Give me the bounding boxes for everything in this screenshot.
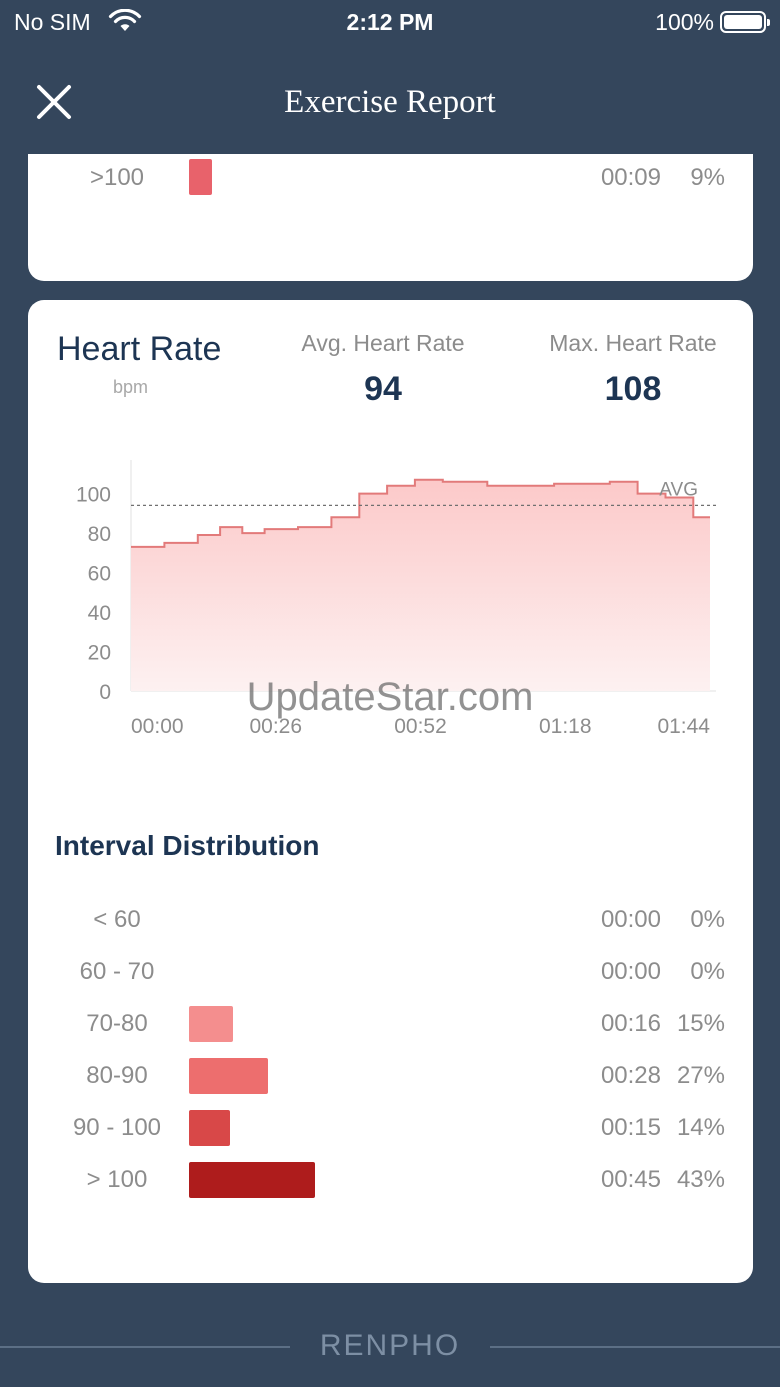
interval-percent: 0% bbox=[690, 906, 725, 933]
avg-label: AVG bbox=[659, 479, 698, 500]
avg-heart-rate-value: 94 bbox=[364, 370, 402, 408]
page-title: Exercise Report bbox=[284, 84, 496, 120]
interval-distribution-title: Interval Distribution bbox=[55, 830, 320, 861]
y-tick-label: 0 bbox=[99, 681, 111, 704]
interval-label: 80-90 bbox=[86, 1062, 148, 1089]
avg-heart-rate-label: Avg. Heart Rate bbox=[301, 330, 465, 356]
y-tick-label: 80 bbox=[88, 523, 111, 546]
heart-rate-line bbox=[131, 478, 710, 548]
nav-bar: Exercise Report bbox=[0, 60, 780, 150]
heart-rate-card: Heart Rate bpm Avg. Heart Rate 94 Max. H… bbox=[28, 300, 753, 1283]
interval-label: 70-80 bbox=[86, 1010, 148, 1037]
y-tick-label: 20 bbox=[88, 642, 111, 665]
interval-time: 00:45 bbox=[600, 1166, 661, 1193]
interval-percent: 43% bbox=[676, 1166, 725, 1193]
watermark: UpdateStar.com bbox=[246, 675, 534, 719]
heart-rate-area bbox=[131, 479, 710, 691]
battery-percent: 100% bbox=[655, 9, 714, 35]
x-tick-label: 00:00 bbox=[131, 715, 184, 738]
wifi-icon bbox=[108, 9, 142, 31]
interval-percent: 14% bbox=[676, 1114, 725, 1141]
carrier-label: No SIM bbox=[14, 9, 91, 35]
interval-label: < 60 bbox=[93, 906, 141, 933]
interval-time: 00:16 bbox=[600, 1010, 661, 1037]
previous-card: >100 00:09 9% bbox=[28, 154, 753, 281]
x-tick-label: 01:18 bbox=[539, 715, 592, 738]
interval-bar bbox=[189, 1006, 233, 1042]
y-tick-label: 60 bbox=[88, 563, 111, 586]
interval-label: 90 - 100 bbox=[72, 1114, 162, 1141]
heart-rate-unit: bpm bbox=[113, 377, 149, 397]
y-tick-label: 100 bbox=[76, 484, 111, 507]
interval-label: >100 bbox=[89, 164, 145, 191]
interval-percent: 27% bbox=[676, 1062, 725, 1089]
footer-divider-left bbox=[0, 1346, 290, 1348]
x-tick-label: 01:44 bbox=[657, 715, 710, 738]
heart-rate-chart: AVG 0 20 40 60 80 100 00:00 00:26 00:52 01:18 01:44 bbox=[76, 460, 716, 738]
max-heart-rate-value: 108 bbox=[604, 370, 662, 408]
interval-time: 00:15 bbox=[600, 1114, 661, 1141]
interval-bar bbox=[189, 1110, 230, 1146]
battery-icon bbox=[720, 11, 770, 33]
close-icon[interactable] bbox=[34, 82, 74, 122]
interval-time: 00:00 bbox=[600, 906, 661, 933]
footer-divider-right bbox=[490, 1346, 780, 1348]
max-heart-rate-label: Max. Heart Rate bbox=[549, 330, 717, 356]
interval-time: 00:28 bbox=[600, 1062, 661, 1089]
heart-rate-title: Heart Rate bbox=[57, 330, 222, 368]
x-tick-label: 00:52 bbox=[394, 715, 447, 738]
interval-time: 00:00 bbox=[600, 958, 661, 985]
interval-bar bbox=[189, 159, 212, 195]
x-tick-label: 00:26 bbox=[249, 715, 302, 738]
status-bar: No SIM 2:12 PM 100% bbox=[0, 0, 780, 44]
interval-percent: 9% bbox=[690, 164, 725, 191]
renpho-logo: RENPHO bbox=[319, 1329, 461, 1362]
interval-percent: 15% bbox=[676, 1010, 725, 1037]
y-tick-label: 40 bbox=[88, 602, 111, 625]
interval-label: 60 - 70 bbox=[79, 958, 155, 985]
interval-percent: 0% bbox=[690, 958, 725, 985]
interval-bar bbox=[189, 1162, 315, 1198]
interval-label: > 100 bbox=[86, 1166, 148, 1193]
interval-bar bbox=[189, 1058, 268, 1094]
status-time: 2:12 PM bbox=[346, 9, 434, 35]
interval-time: 00:09 bbox=[600, 164, 661, 191]
